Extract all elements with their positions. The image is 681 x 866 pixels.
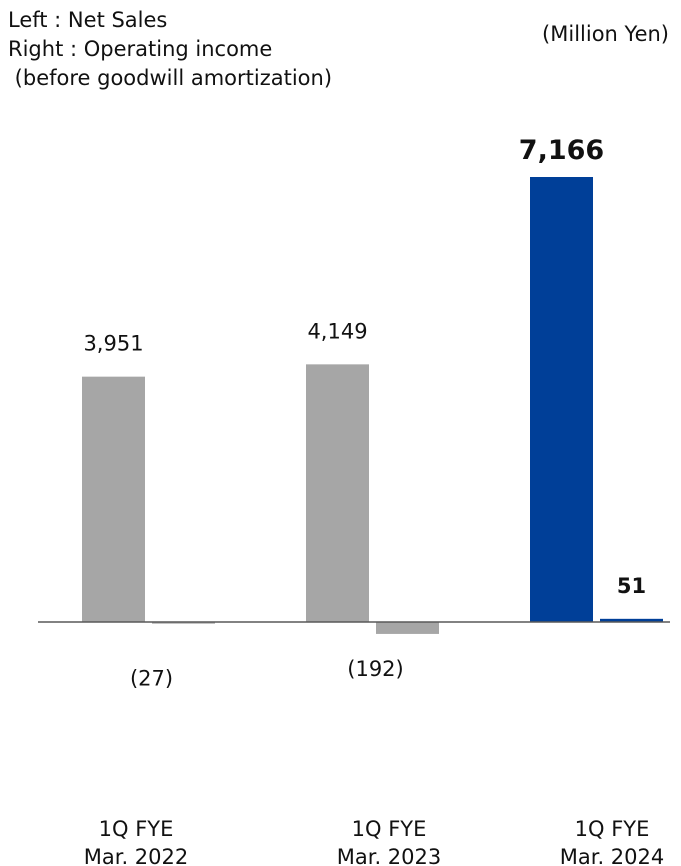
bar-net-sales-3 — [530, 177, 593, 622]
data-label-operating-income-2: (192) — [347, 657, 403, 681]
data-label-net-sales-1: 3,951 — [83, 332, 143, 356]
legend-left-label: Left : Net Sales — [8, 8, 168, 32]
category-label-3-line-1: 1Q FYE — [575, 817, 650, 841]
category-label-1-line-2: Mar. 2022 — [84, 845, 189, 866]
data-label-operating-income-3: 51 — [617, 574, 646, 598]
data-label-net-sales-3: 7,166 — [519, 135, 604, 166]
bar-operating-income-3 — [600, 618, 663, 622]
category-label-3-line-2: Mar. 2024 — [560, 845, 665, 866]
unit-label: (Million Yen) — [542, 22, 669, 46]
category-label-2-line-1: 1Q FYE — [352, 817, 427, 841]
legend-right-label: Right : Operating income — [8, 37, 273, 61]
category-label-2-line-2: Mar. 2023 — [337, 845, 442, 866]
data-label-operating-income-1: (27) — [130, 667, 173, 691]
bar-operating-income-2 — [376, 622, 439, 634]
chart-legend: Left : Net Sales Right : Operating incom… — [8, 6, 332, 93]
bar-operating-income-1 — [152, 622, 215, 624]
bar-net-sales-1 — [82, 376, 145, 622]
data-label-net-sales-2: 4,149 — [307, 319, 367, 343]
category-label-1-line-1: 1Q FYE — [99, 817, 174, 841]
legend-right-sublabel: (before goodwill amortization) — [8, 66, 333, 90]
bar-net-sales-2 — [306, 364, 369, 622]
